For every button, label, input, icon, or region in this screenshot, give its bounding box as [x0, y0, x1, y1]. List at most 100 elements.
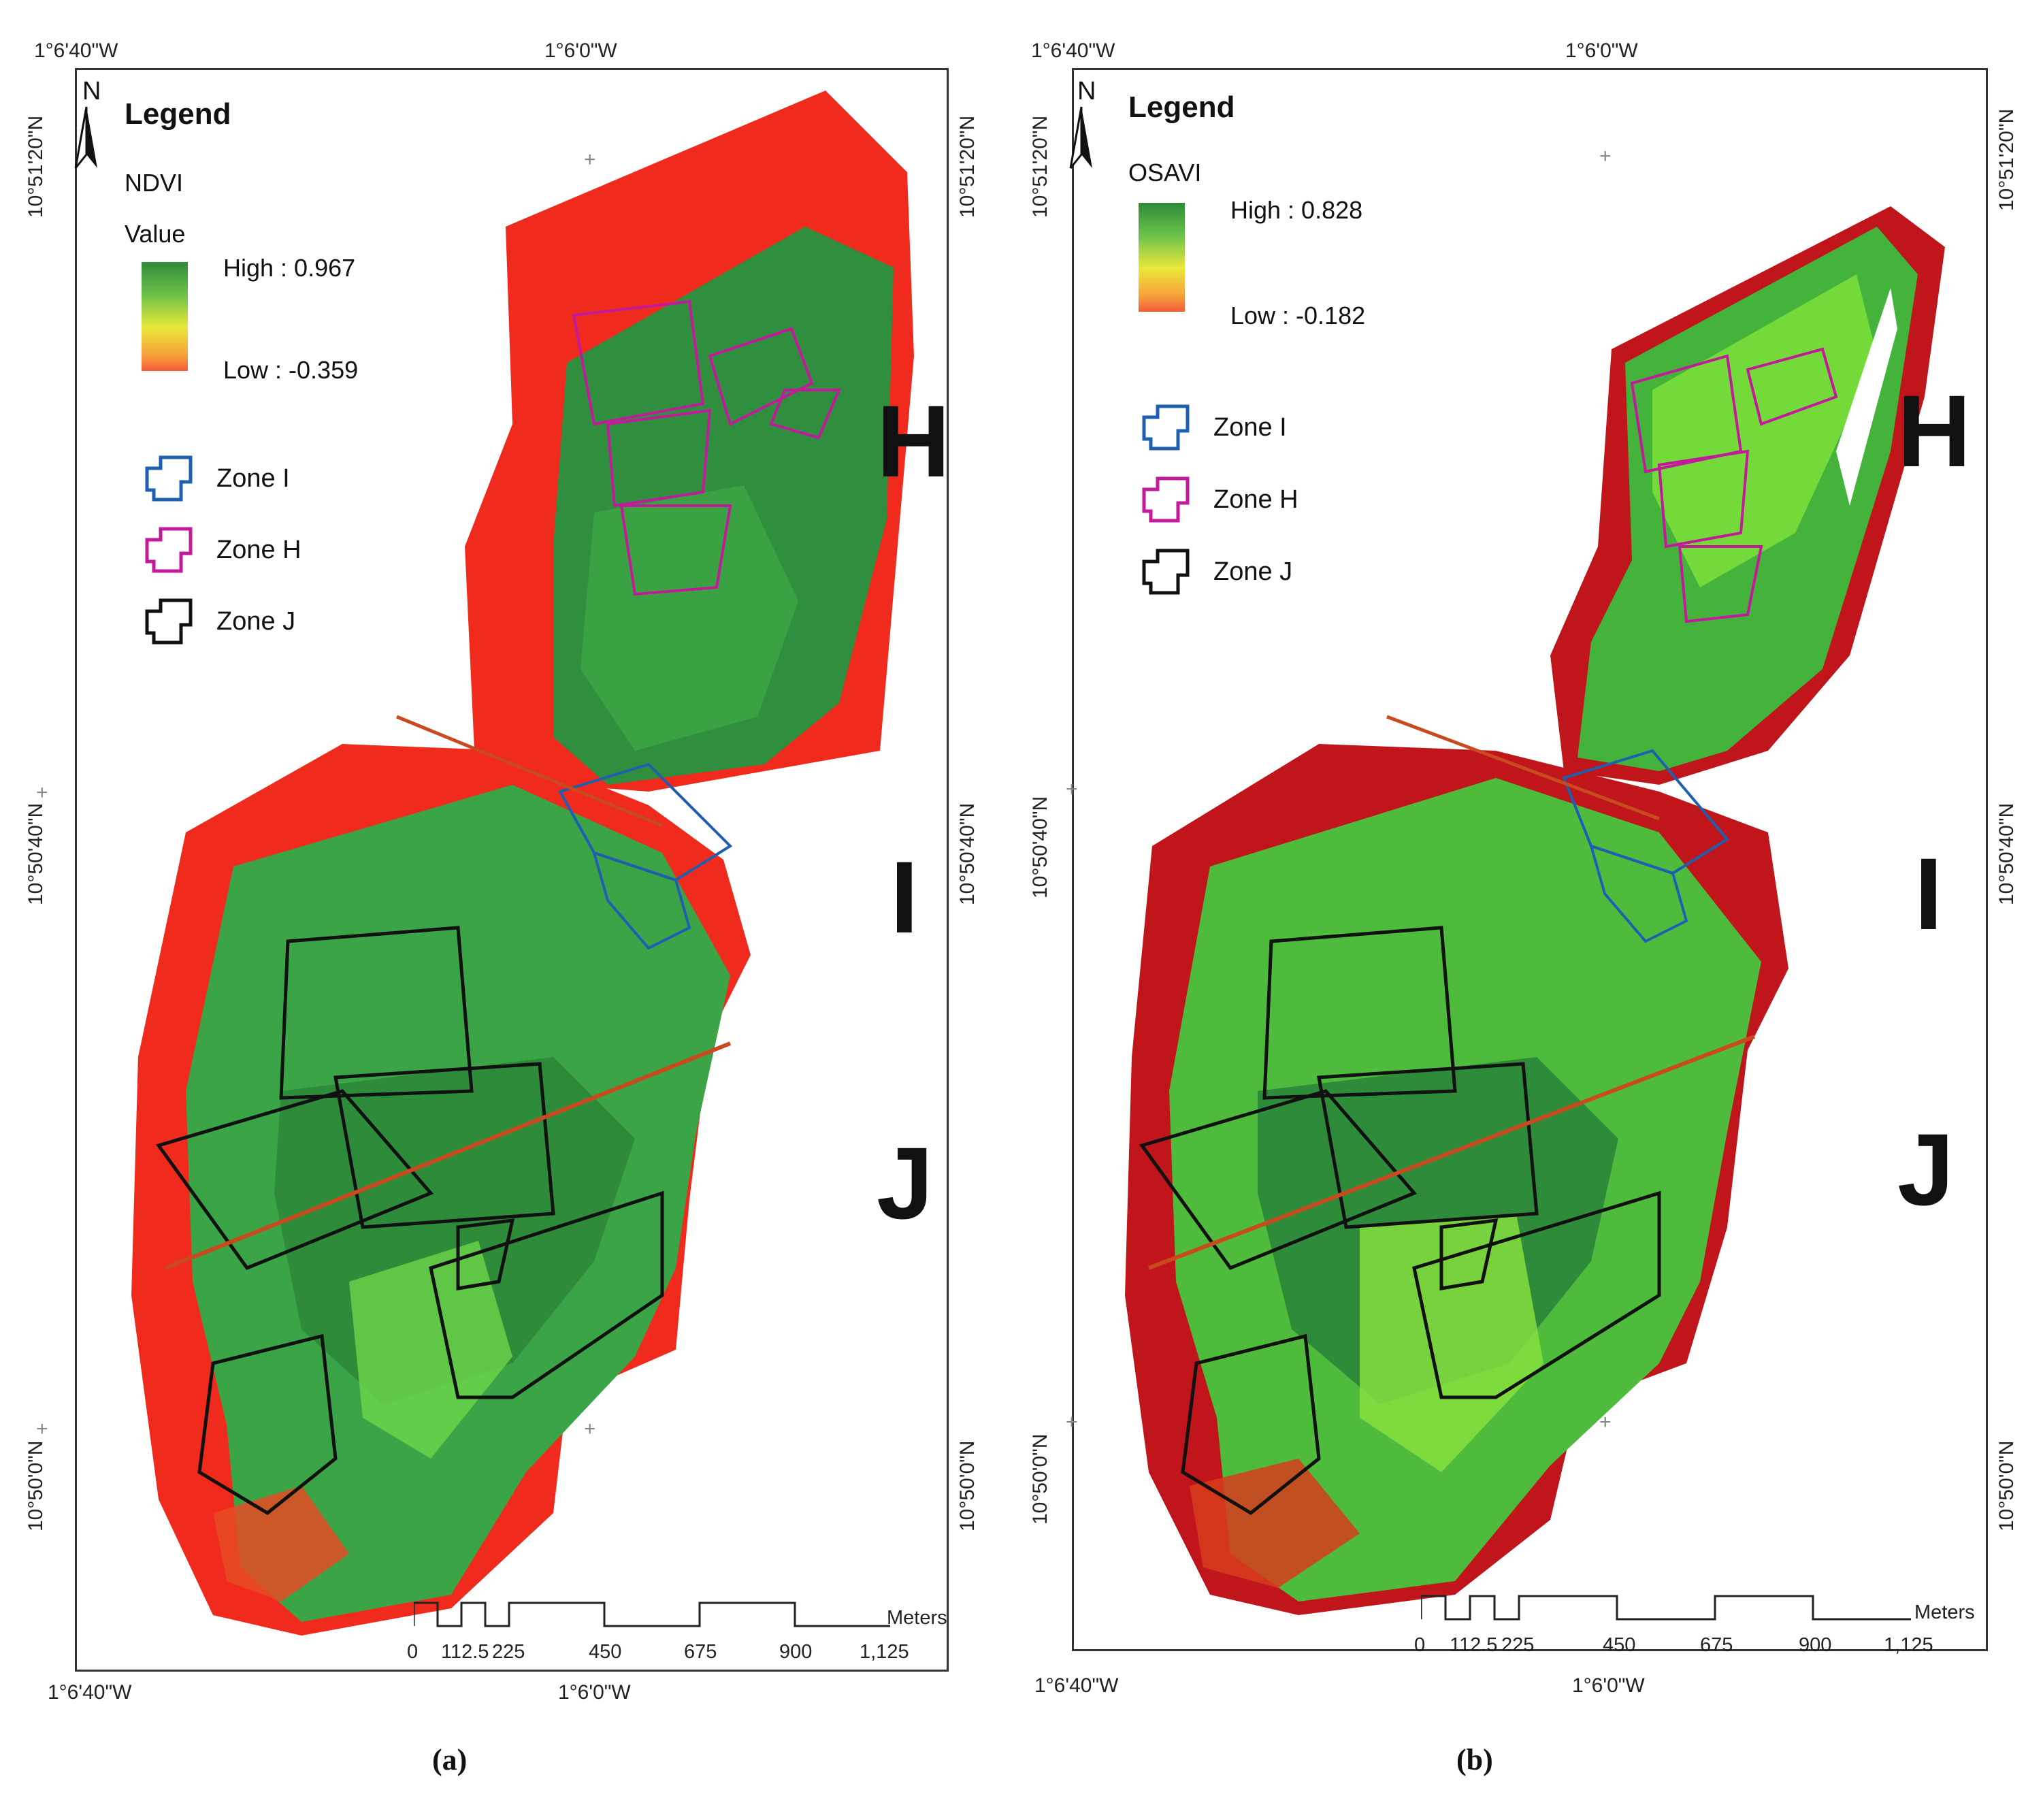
legend-title: Legend	[1128, 91, 1235, 124]
graticule-cross: +	[36, 1418, 48, 1440]
north-arrow-a: N	[42, 77, 101, 172]
scale-tick: 225	[1501, 1634, 1535, 1656]
zone-h-swatch-icon	[145, 527, 193, 573]
scale-tick: 112.5	[1450, 1634, 1498, 1656]
legend-index-name: NDVI	[125, 169, 184, 197]
coord-right-mid: 10°50'40"N	[956, 802, 979, 905]
zone-j-polygons	[1139, 926, 1661, 1516]
legend-zone-i-label: Zone I	[1213, 412, 1287, 442]
legend-zone-h: Zone H	[1139, 476, 1298, 523]
coord-top-left: 1°6'40"W	[1031, 39, 1115, 62]
coord-left-top: 10°51'20"N	[1029, 115, 1051, 218]
zone-h-polygons	[1630, 347, 1838, 623]
north-arrow-b: N	[1064, 77, 1111, 172]
scale-tick: 675	[1700, 1634, 1733, 1656]
legend-value-label: Value	[125, 220, 186, 248]
graticule-cross: +	[1066, 1411, 1078, 1433]
scale-tick: 900	[779, 1641, 813, 1663]
scale-bar-b	[1421, 1595, 1911, 1621]
legend-zone-i: Zone I	[1139, 404, 1287, 451]
map-a	[131, 91, 914, 1636]
scale-tick: 0	[407, 1641, 419, 1663]
legend-color-ramp	[1139, 203, 1185, 312]
road-line	[164, 1041, 732, 1270]
coord-top-mid: 1°6'0"W	[1565, 39, 1638, 62]
zone-j-swatch-icon	[145, 598, 193, 645]
scale-bar-a	[414, 1602, 890, 1627]
legend-title: Legend	[125, 97, 231, 131]
scale-tick: 0	[1414, 1634, 1426, 1656]
zone-letter-i: I	[1914, 836, 1943, 951]
legend-high: High : 0.828	[1230, 196, 1363, 224]
map-frame-a: N Legend NDVI Value High : 0.967 Low : -…	[36, 68, 951, 1672]
scale-unit: Meters	[1914, 1602, 1975, 1623]
scale-tick: 675	[684, 1641, 717, 1663]
terrain-lightgreen-north	[1652, 274, 1877, 587]
coord-left-bot: 10°50'0"N	[1029, 1433, 1051, 1525]
graticule-cross: +	[1599, 1411, 1612, 1433]
terrain-lightgreen-north	[581, 485, 798, 751]
coord-right-mid: 10°50'40"N	[1995, 802, 2018, 905]
coord-left-mid: 10°50'40"N	[24, 802, 47, 905]
north-label: N	[1077, 77, 1096, 105]
terrain-lightgreen-south	[1360, 1214, 1543, 1472]
graticule-cross: +	[36, 781, 48, 804]
road-line	[1386, 715, 1660, 821]
legend-zone-j: Zone J	[142, 598, 295, 645]
scale-tick: 225	[492, 1641, 525, 1663]
legend-low: Low : -0.359	[223, 356, 359, 384]
road-line	[1147, 1035, 1756, 1270]
coord-bottom-left: 1°6'40"W	[1034, 1674, 1119, 1697]
caption-b: (b)	[1456, 1743, 1493, 1776]
graticule-cross: +	[584, 148, 596, 171]
north-label: N	[82, 77, 101, 105]
zone-j-polygons	[155, 926, 664, 1516]
zone-i-polygons	[558, 762, 733, 950]
zone-i-polygons	[1562, 749, 1730, 943]
terrain-lightgreen-south	[349, 1241, 512, 1459]
map-frame-b: N Legend OSAVI High : 0.828 Low : -0.182…	[1066, 68, 1988, 1656]
north-arrow-icon	[1069, 106, 1092, 169]
legend-zone-i-label: Zone I	[216, 464, 290, 493]
scale-tick: 900	[1799, 1634, 1832, 1656]
scale-tick: 450	[1603, 1634, 1636, 1656]
zone-j-swatch-icon	[1142, 549, 1190, 595]
zone-letter-h: H	[877, 384, 951, 498]
legend-index-name: OSAVI	[1128, 159, 1202, 186]
zone-i-swatch-icon	[145, 455, 193, 502]
panel-a: 1°6'40"W 1°6'0"W	[0, 0, 1021, 1820]
road-line	[396, 715, 663, 828]
coord-bottom-left: 1°6'40"W	[48, 1681, 132, 1704]
coord-right-top: 10°51'20"N	[1995, 108, 2018, 211]
legend-color-ramp	[142, 262, 188, 371]
graticule-cross: +	[1066, 778, 1078, 800]
panel-b: 1°6'40"W 1°6'0"W	[1021, 0, 2043, 1820]
legend-zone-j-label: Zone J	[1213, 557, 1293, 586]
zone-letter-j: J	[877, 1126, 934, 1240]
terrain-red-patch	[1190, 1459, 1360, 1588]
terrain-red-patch	[213, 1486, 349, 1602]
scale-tick: 1,125	[1884, 1634, 1933, 1656]
scale-unit: Meters	[887, 1607, 947, 1629]
coord-top-left: 1°6'40"W	[34, 39, 118, 62]
legend-zone-j-label: Zone J	[216, 606, 296, 636]
legend-zone-h: Zone H	[142, 526, 301, 574]
legend-zone-i: Zone I	[142, 455, 290, 502]
scale-tick: 1,125	[860, 1641, 909, 1663]
zone-letter-h: H	[1897, 374, 1972, 488]
graticule-cross: +	[584, 1418, 596, 1440]
coord-bottom-mid: 1°6'0"W	[558, 1681, 631, 1704]
scale-tick: 112.5	[441, 1641, 489, 1663]
zone-h-polygons	[572, 299, 842, 596]
coord-right-bot: 10°50'0"N	[1995, 1440, 2018, 1531]
legend-zone-h-label: Zone H	[1213, 485, 1298, 514]
scale-tick: 450	[589, 1641, 622, 1663]
legend-high: High : 0.967	[223, 254, 356, 282]
legend-zone-j: Zone J	[1139, 548, 1292, 596]
map-b	[1125, 206, 1945, 1615]
coord-right-bot: 10°50'0"N	[956, 1440, 979, 1531]
north-arrow-icon	[74, 106, 97, 169]
coord-right-top: 10°51'20"N	[956, 115, 979, 218]
coord-top-mid: 1°6'0"W	[544, 39, 617, 62]
coord-bottom-mid: 1°6'0"W	[1572, 1674, 1645, 1697]
